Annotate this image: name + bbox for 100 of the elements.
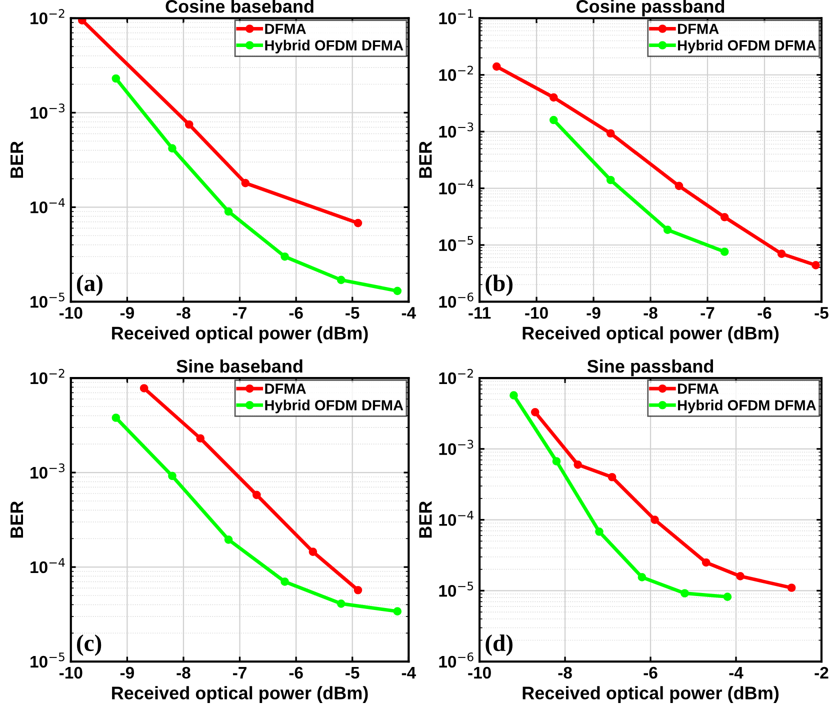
chart-title: Cosine baseband [166, 0, 314, 13]
point [196, 434, 205, 443]
x-tick-label: -10 [468, 666, 491, 679]
point [184, 120, 194, 129]
point [549, 116, 558, 124]
point [393, 607, 402, 616]
point [680, 589, 689, 598]
x-tick-label: -8 [176, 307, 190, 319]
y-tick-label: 10$^{−4}$ [30, 198, 65, 214]
point [510, 391, 518, 400]
y-tick-label: 10$^{−2}$ [30, 368, 64, 384]
point [574, 460, 582, 469]
point [530, 408, 540, 416]
annotation: (a) [76, 274, 102, 296]
x-axis-title: Received optical power (dBm) [522, 326, 779, 344]
point [78, 18, 86, 24]
point [638, 573, 646, 582]
point [663, 226, 672, 234]
point [606, 129, 615, 138]
y-tick-label: 10$^{−6}$ [439, 652, 474, 668]
y-tick-label: 10$^{−2}$ [439, 66, 473, 81]
point [606, 176, 615, 184]
x-tick-label: -7 [700, 307, 714, 319]
y-tick-label: 10$^{−5}$ [439, 582, 474, 597]
point [608, 472, 616, 482]
x-tick-label: -4 [729, 667, 744, 679]
point [492, 62, 501, 71]
point [224, 207, 233, 216]
x-tick-label: -7 [233, 307, 246, 319]
chart-title: Sine baseband [176, 359, 302, 373]
y-tick-label: 10$^{−6}$ [439, 292, 474, 308]
y-tick-label: 10$^{−5}$ [30, 292, 64, 308]
y-tick-label: 10$^{−4}$ [439, 179, 474, 194]
point [241, 178, 250, 188]
y-axis-title: BER [419, 501, 432, 538]
y-axis-title: BER [10, 141, 24, 178]
legend-label: Hybrid OFDM DFMA [265, 400, 404, 414]
point [140, 384, 148, 392]
x-axis-title: Received optical power (dBm) [522, 686, 779, 703]
annotation: (c) [76, 634, 102, 656]
x-tick-label: -6 [644, 666, 658, 679]
point [787, 584, 796, 592]
x-tick-label: -8 [644, 307, 658, 319]
legend-label: Hybrid OFDM DFMA [678, 400, 816, 414]
y-tick-label: 10$^{−1}$ [439, 9, 474, 24]
point [723, 592, 732, 601]
x-tick-label: -10 [60, 307, 82, 319]
y-tick-label: 10$^{−2}$ [30, 9, 64, 24]
point [674, 182, 684, 190]
point [308, 548, 318, 556]
point [720, 248, 729, 256]
x-tick-label: -6 [289, 666, 303, 679]
point [336, 276, 346, 284]
chart-title: Cosine passband [576, 0, 724, 16]
point [112, 414, 120, 422]
point [280, 578, 289, 586]
point [354, 586, 362, 594]
x-tick-label: -9 [586, 307, 600, 319]
x-tick-label: -2 [814, 666, 828, 679]
legend-label: DFMA [265, 384, 306, 394]
x-tick-label: -4 [402, 667, 416, 679]
point [736, 572, 744, 580]
point [393, 286, 402, 296]
x-tick-label: -4 [402, 307, 416, 319]
x-tick-label: -10 [60, 666, 82, 679]
point [224, 535, 233, 544]
point [549, 93, 558, 102]
x-tick-label: -6 [289, 307, 303, 319]
y-tick-label: 10$^{−2}$ [439, 368, 473, 384]
point [280, 252, 289, 261]
y-axis-title: BER [419, 141, 432, 178]
legend-label: DFMA [265, 24, 306, 34]
point [812, 261, 820, 270]
point [112, 74, 120, 83]
point [354, 218, 362, 228]
annotation: (d) [486, 634, 512, 656]
y-axis-title: BER [10, 501, 24, 538]
x-tick-label: -9 [120, 666, 134, 679]
x-tick-label: -11 [468, 307, 491, 319]
point [252, 490, 261, 500]
x-axis-title: Received optical power (dBm) [112, 686, 368, 703]
y-tick-label: 10$^{−3}$ [439, 122, 474, 138]
point [702, 558, 710, 567]
y-tick-label: 10$^{−4}$ [439, 510, 474, 526]
legend-label: Hybrid OFDM DFMA [265, 40, 404, 54]
chart-title: Sine passband [587, 359, 714, 376]
x-axis-title: Received optical power (dBm) [112, 326, 368, 344]
y-tick-label: 10$^{−5}$ [439, 236, 474, 252]
x-tick-label: -5 [346, 667, 360, 679]
x-tick-label: -8 [558, 666, 572, 679]
legend-label: DFMA [678, 24, 719, 34]
x-tick-label: -5 [346, 307, 360, 319]
x-tick-label: -9 [120, 307, 134, 319]
y-tick-label: 10$^{−3}$ [30, 463, 64, 479]
point [168, 472, 176, 480]
x-tick-label: -10 [525, 307, 548, 319]
y-tick-label: 10$^{−4}$ [30, 558, 65, 574]
point [720, 212, 729, 222]
annotation: (b) [486, 274, 512, 296]
y-tick-label: 10$^{−3}$ [439, 440, 474, 455]
